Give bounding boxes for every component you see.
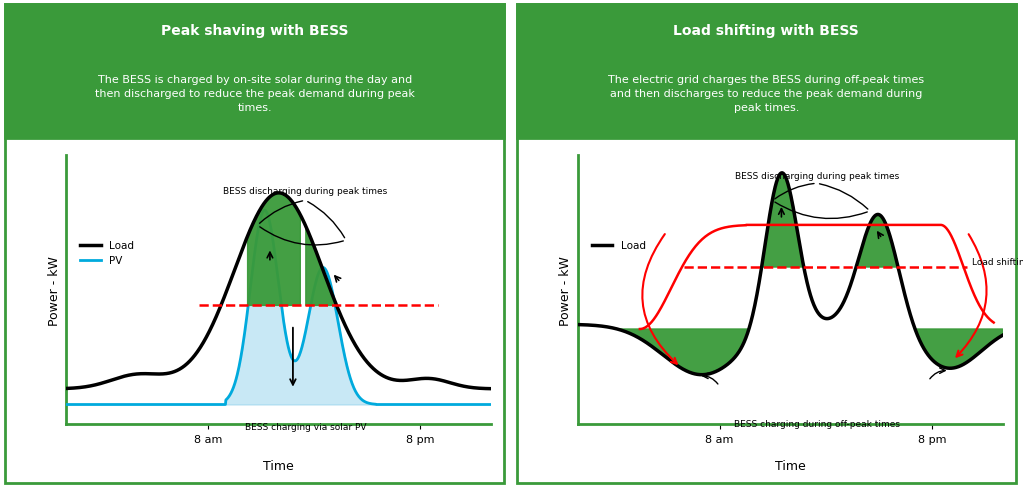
Text: BESS charging during off-peak times: BESS charging during off-peak times [733,419,900,428]
Text: The electric grid charges the BESS during off-peak times
and then discharges to : The electric grid charges the BESS durin… [608,74,925,112]
Text: BESS discharging during peak times: BESS discharging during peak times [735,171,899,181]
Y-axis label: Power - kW: Power - kW [560,256,573,325]
X-axis label: Time: Time [774,460,806,472]
Text: BESS charging via solar PV: BESS charging via solar PV [244,422,366,431]
Legend: Load, PV: Load, PV [76,237,138,270]
Text: Load shifting with BESS: Load shifting with BESS [673,24,859,38]
X-axis label: Time: Time [263,460,295,472]
FancyBboxPatch shape [5,5,504,139]
Text: Load shifting: Load shifting [973,257,1023,266]
Y-axis label: Power - kW: Power - kW [48,256,61,325]
Text: BESS discharging during peak times: BESS discharging during peak times [223,187,388,196]
Text: Peak shaving with BESS: Peak shaving with BESS [161,24,349,38]
FancyBboxPatch shape [517,5,1016,139]
Text: The BESS is charged by on-site solar during the day and
then discharged to reduc: The BESS is charged by on-site solar dur… [95,74,414,112]
Legend: Load: Load [587,237,650,255]
